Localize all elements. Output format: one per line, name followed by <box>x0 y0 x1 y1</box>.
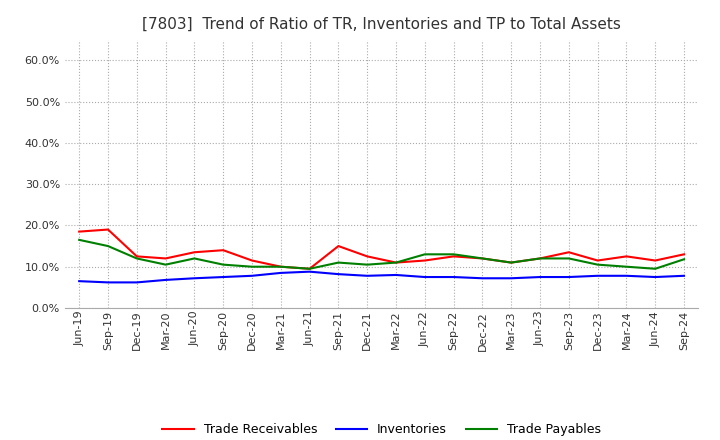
Trade Receivables <box>593 258 602 263</box>
Trade Receivables <box>219 248 228 253</box>
Inventories <box>190 275 199 281</box>
Inventories <box>305 269 314 274</box>
Inventories <box>219 275 228 280</box>
Trade Payables <box>593 262 602 267</box>
Trade Payables <box>507 260 516 265</box>
Inventories <box>507 275 516 281</box>
Trade Receivables <box>651 258 660 263</box>
Trade Receivables <box>363 254 372 259</box>
Inventories <box>651 275 660 280</box>
Inventories <box>449 275 458 280</box>
Trade Receivables <box>680 252 688 257</box>
Inventories <box>478 275 487 281</box>
Trade Receivables <box>305 266 314 271</box>
Inventories <box>104 280 112 285</box>
Trade Receivables <box>564 249 573 255</box>
Inventories <box>392 272 400 278</box>
Trade Receivables <box>392 260 400 265</box>
Trade Payables <box>564 256 573 261</box>
Trade Receivables <box>248 258 256 263</box>
Trade Payables <box>680 257 688 262</box>
Trade Payables <box>392 260 400 265</box>
Trade Receivables <box>132 254 141 259</box>
Line: Inventories: Inventories <box>79 271 684 282</box>
Trade Receivables <box>420 258 429 263</box>
Trade Payables <box>276 264 285 269</box>
Trade Payables <box>651 266 660 271</box>
Inventories <box>75 279 84 284</box>
Trade Receivables <box>622 254 631 259</box>
Trade Receivables <box>334 243 343 249</box>
Trade Payables <box>363 262 372 267</box>
Trade Payables <box>132 256 141 261</box>
Trade Payables <box>305 266 314 271</box>
Line: Trade Payables: Trade Payables <box>79 240 684 269</box>
Trade Payables <box>219 262 228 267</box>
Trade Payables <box>104 243 112 249</box>
Inventories <box>564 275 573 280</box>
Trade Payables <box>190 256 199 261</box>
Trade Payables <box>449 252 458 257</box>
Trade Receivables <box>478 256 487 261</box>
Trade Receivables <box>536 256 544 261</box>
Trade Receivables <box>449 254 458 259</box>
Trade Payables <box>622 264 631 269</box>
Title: [7803]  Trend of Ratio of TR, Inventories and TP to Total Assets: [7803] Trend of Ratio of TR, Inventories… <box>142 16 621 32</box>
Inventories <box>276 270 285 275</box>
Trade Payables <box>75 237 84 242</box>
Inventories <box>132 280 141 285</box>
Inventories <box>536 275 544 280</box>
Legend: Trade Receivables, Inventories, Trade Payables: Trade Receivables, Inventories, Trade Pa… <box>157 418 606 440</box>
Inventories <box>680 273 688 279</box>
Trade Receivables <box>190 249 199 255</box>
Inventories <box>420 275 429 280</box>
Trade Payables <box>478 256 487 261</box>
Inventories <box>622 273 631 279</box>
Inventories <box>248 273 256 279</box>
Trade Payables <box>334 260 343 265</box>
Inventories <box>593 273 602 279</box>
Inventories <box>161 277 170 282</box>
Trade Payables <box>248 264 256 269</box>
Trade Receivables <box>507 260 516 265</box>
Line: Trade Receivables: Trade Receivables <box>79 230 684 269</box>
Trade Receivables <box>161 256 170 261</box>
Inventories <box>334 271 343 277</box>
Trade Payables <box>420 252 429 257</box>
Trade Receivables <box>75 229 84 234</box>
Inventories <box>363 273 372 279</box>
Trade Payables <box>536 256 544 261</box>
Trade Receivables <box>104 227 112 232</box>
Trade Payables <box>161 262 170 267</box>
Trade Receivables <box>276 264 285 269</box>
